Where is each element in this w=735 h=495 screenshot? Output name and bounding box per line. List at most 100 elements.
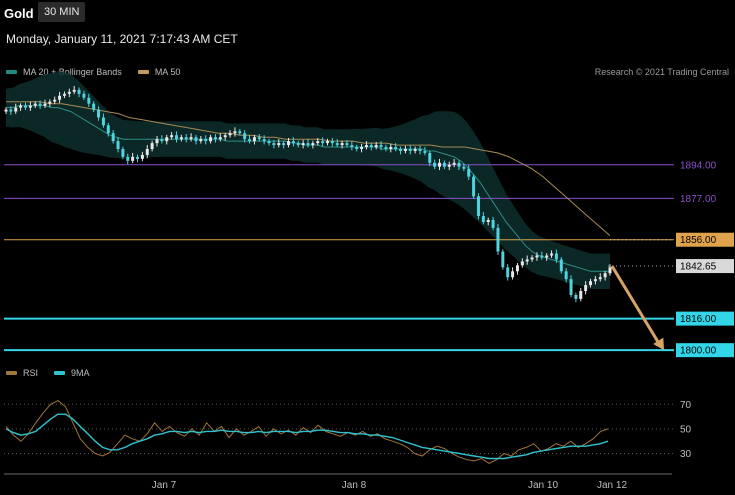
- candle-body: [452, 162, 456, 165]
- candle-body: [442, 162, 446, 167]
- candle-body: [155, 139, 159, 144]
- candle-body: [306, 143, 310, 146]
- candle-body: [608, 267, 612, 274]
- candle-body: [106, 125, 110, 134]
- candle-body: [160, 139, 164, 142]
- candle-body: [554, 253, 558, 260]
- price-legend: MA 20 + Bollinger Bands MA 50: [6, 67, 196, 77]
- candle-body: [589, 281, 593, 286]
- candle-body: [330, 141, 334, 144]
- candle-body: [277, 143, 281, 146]
- candle-body: [238, 131, 242, 134]
- candle-body: [584, 285, 588, 292]
- candle-body: [598, 277, 602, 280]
- ma20-swatch-icon: [6, 70, 17, 74]
- rsi-tick-50: 50: [680, 424, 692, 435]
- candle-body: [364, 145, 368, 148]
- candle-body: [131, 156, 135, 161]
- candle-body: [438, 162, 442, 167]
- legend-label-ma20: MA 20 + Bollinger Bands: [23, 67, 122, 77]
- candle-body: [136, 156, 140, 159]
- candle-body: [111, 133, 115, 142]
- candle-body: [209, 137, 213, 142]
- candle-body: [126, 156, 130, 161]
- arrow-shaft: [610, 265, 662, 346]
- candle-body: [394, 147, 398, 150]
- candle-body: [243, 133, 247, 140]
- copyright-credit: Research © 2021 Trading Central: [594, 67, 729, 77]
- timeframe-selector[interactable]: 30 MIN: [38, 2, 86, 22]
- candle-body: [476, 196, 480, 217]
- candle-body: [369, 145, 373, 148]
- candle-body: [9, 109, 13, 112]
- candle-body: [564, 271, 568, 280]
- candle-body: [170, 135, 174, 138]
- level-label-1856.00: 1856.00: [676, 232, 734, 247]
- level-box: [676, 311, 734, 326]
- candle-body: [58, 95, 62, 100]
- candle-body: [223, 135, 227, 138]
- candle-body: [593, 279, 597, 282]
- candle-body: [559, 259, 563, 272]
- candle-body: [92, 103, 96, 110]
- rsi-9ma-line: [5, 413, 609, 460]
- candle-body: [213, 137, 217, 140]
- candle-body: [428, 152, 432, 163]
- rsi-legend: RSI 9MA: [6, 368, 106, 378]
- candle-body: [296, 143, 300, 146]
- candle-body: [486, 220, 490, 222]
- candle-body: [457, 162, 461, 167]
- level-label-1877.00: 1877.00: [680, 194, 717, 205]
- candle-body: [194, 137, 198, 142]
- level-text: 1816.00: [680, 314, 717, 325]
- candle-body: [506, 267, 510, 278]
- candle-body: [301, 143, 305, 146]
- candle-body: [540, 255, 544, 258]
- x-tick-label-0: Jan 7: [152, 480, 177, 491]
- candle-body: [545, 255, 549, 258]
- legend-item-9ma: 9MA: [54, 368, 90, 378]
- candle-body: [530, 257, 534, 260]
- candle-body: [272, 143, 276, 146]
- candle-body: [174, 135, 178, 140]
- legend-item-ma50: MA 50: [137, 67, 181, 77]
- candle-body: [282, 143, 286, 146]
- candle-body: [345, 143, 349, 146]
- candle-body: [379, 145, 383, 148]
- rsi-line: [5, 400, 609, 464]
- legend-label-ma50: MA 50: [154, 67, 181, 77]
- candle-body: [82, 93, 86, 98]
- legend-item-ma20: MA 20 + Bollinger Bands: [6, 67, 122, 77]
- candle-body: [569, 279, 573, 295]
- legend-label-9ma: 9MA: [71, 368, 90, 378]
- candle-body: [87, 97, 91, 104]
- level-box: [676, 343, 734, 358]
- x-tick-label-3: Jan 12: [597, 480, 627, 491]
- candle-body: [525, 259, 529, 262]
- legend-item-rsi: RSI: [6, 368, 38, 378]
- candle-body: [121, 149, 125, 157]
- candle-body: [403, 149, 407, 151]
- candle-body: [399, 149, 403, 151]
- candle-body: [350, 145, 354, 148]
- candle-body: [189, 137, 193, 140]
- candle-body: [535, 255, 539, 258]
- candle-body: [321, 141, 325, 144]
- candle-body: [53, 99, 57, 102]
- candle-body: [481, 216, 485, 222]
- x-tick-label-1: Jan 8: [342, 480, 367, 491]
- candle-body: [311, 143, 315, 146]
- ma50-swatch-icon: [137, 70, 149, 74]
- projection-arrow-icon: [610, 265, 664, 351]
- candle-body: [511, 271, 515, 278]
- symbol-title: Gold: [4, 6, 34, 21]
- legend-label-rsi: RSI: [23, 368, 39, 378]
- x-tick-label-2: Jan 10: [528, 480, 558, 491]
- candle-body: [97, 109, 101, 118]
- candle-body: [62, 93, 66, 96]
- rsi-pane: 70 50 30: [4, 400, 692, 475]
- candle-body: [491, 220, 495, 228]
- candle-body: [433, 162, 437, 167]
- candle-body: [360, 147, 364, 150]
